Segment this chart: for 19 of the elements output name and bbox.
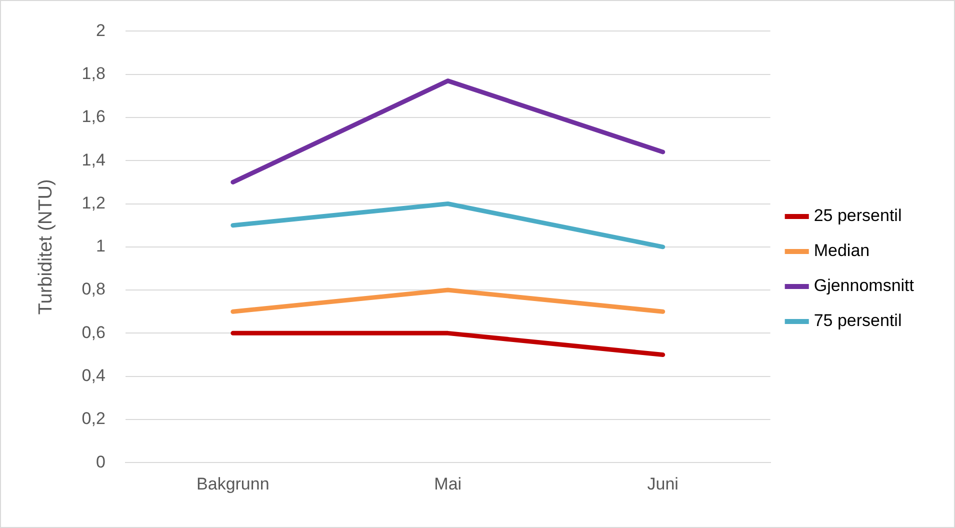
y-tick-label: 1,2	[82, 193, 106, 212]
legend-label: Median	[814, 241, 870, 260]
y-tick-label: 0,6	[82, 322, 106, 342]
x-tick-label: Juni	[647, 474, 678, 494]
legend-label: 25 persentil	[814, 206, 902, 226]
y-tick-label: 1,4	[82, 150, 106, 170]
y-tick-label: 1,8	[82, 64, 106, 84]
y-axis-title: Turbiditet (NTU)	[36, 179, 57, 315]
x-tick-label: Mai	[434, 474, 462, 494]
y-tick-label: 0,2	[82, 409, 106, 428]
y-tick-label: 0,8	[82, 280, 106, 299]
y-tick-label: 0,4	[82, 366, 106, 386]
y-tick-label: 0	[96, 452, 106, 472]
legend-label: Gjennomsnitt	[814, 276, 914, 296]
y-tick-label: 1,6	[82, 107, 106, 126]
y-tick-label: 2	[96, 20, 106, 40]
legend-label: 75 persentil	[814, 311, 902, 330]
x-tick-label: Bakgrunn	[196, 474, 270, 494]
y-tick-label: 1	[96, 236, 106, 256]
